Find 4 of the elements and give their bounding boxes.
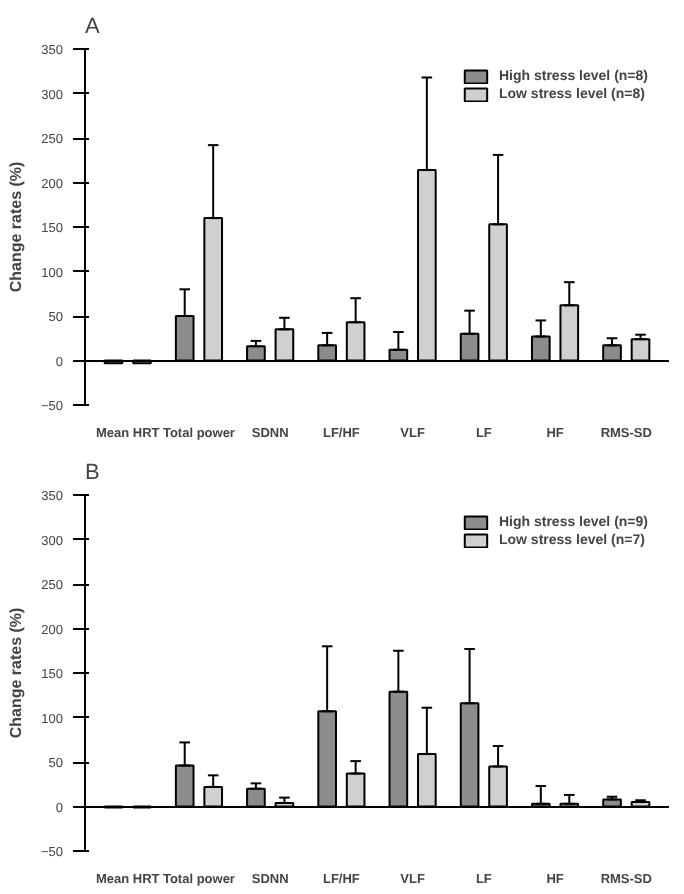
chart-title: A <box>85 15 101 39</box>
y-axis-title: Change rates (%) <box>6 160 25 293</box>
chart-title: B <box>85 461 100 485</box>
y-axis-title: Change rates (%) <box>6 606 25 739</box>
